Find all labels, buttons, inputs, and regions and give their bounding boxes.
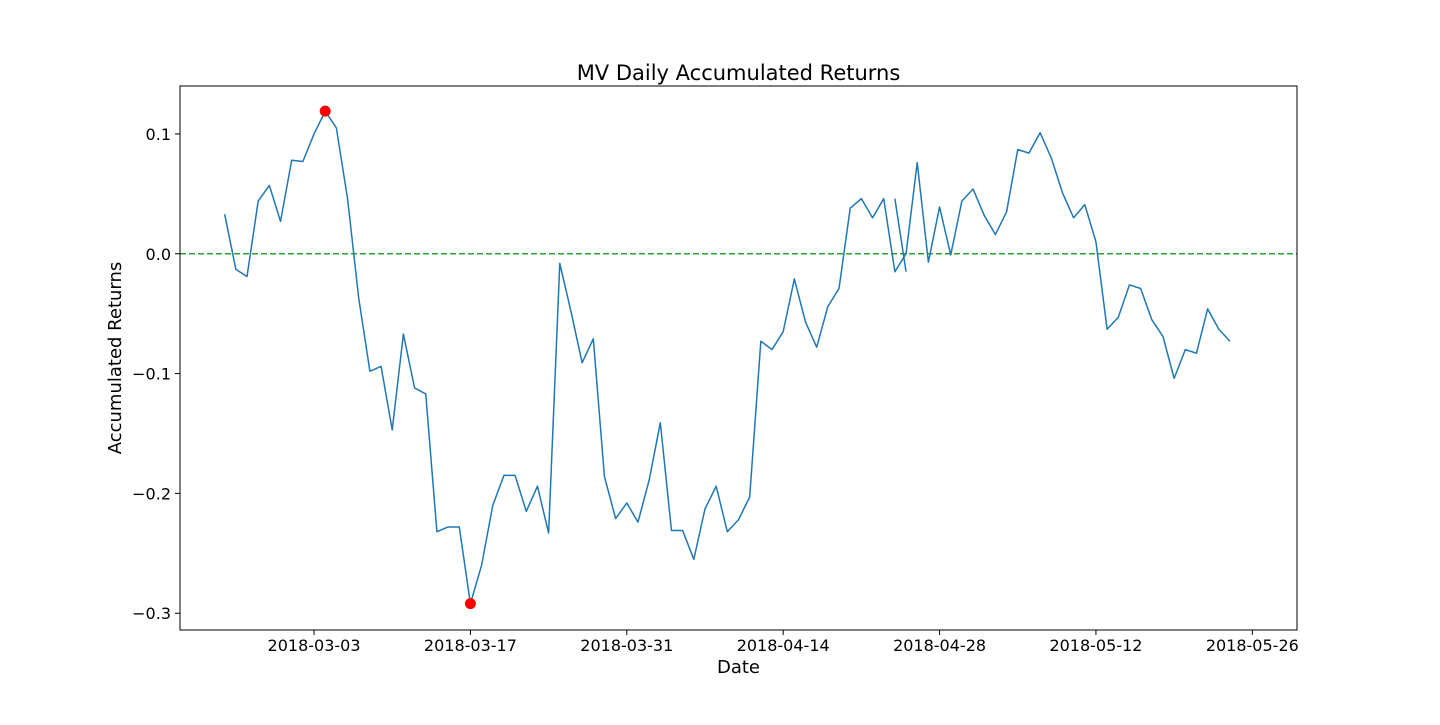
- x-tick-label: 2018-04-28: [893, 636, 986, 655]
- series-line-segment: [894, 198, 907, 272]
- x-tick-label: 2018-03-17: [424, 636, 517, 655]
- series-line: [223, 110, 1231, 605]
- min-point-marker: [464, 598, 476, 610]
- y-tick-label: 0.1: [146, 125, 171, 144]
- y-tick-label: −0.1: [132, 365, 171, 384]
- y-axis: 0.1 0.0 −0.1 −0.2 −0.3: [132, 125, 180, 623]
- x-tick-label: 2018-03-31: [580, 636, 673, 655]
- x-axis-label: Date: [717, 657, 760, 678]
- max-point-marker: [319, 105, 331, 117]
- x-tick-label: 2018-05-12: [1049, 636, 1142, 655]
- y-tick-label: −0.3: [132, 604, 171, 623]
- x-tick-label: 2018-05-26: [1206, 636, 1299, 655]
- plot-area: [180, 105, 1297, 610]
- y-tick-label: −0.2: [132, 484, 171, 503]
- x-axis: 2018-03-03 2018-03-17 2018-03-31 2018-04-14…: [268, 630, 1299, 655]
- plot-frame: [179, 85, 1298, 631]
- x-tick-label: 2018-03-03: [268, 636, 361, 655]
- y-axis-label: Accumulated Returns: [105, 262, 126, 455]
- chart-title: MV Daily Accumulated Returns: [577, 61, 901, 85]
- x-tick-label: 2018-04-14: [737, 636, 830, 655]
- y-tick-label: 0.0: [146, 245, 171, 264]
